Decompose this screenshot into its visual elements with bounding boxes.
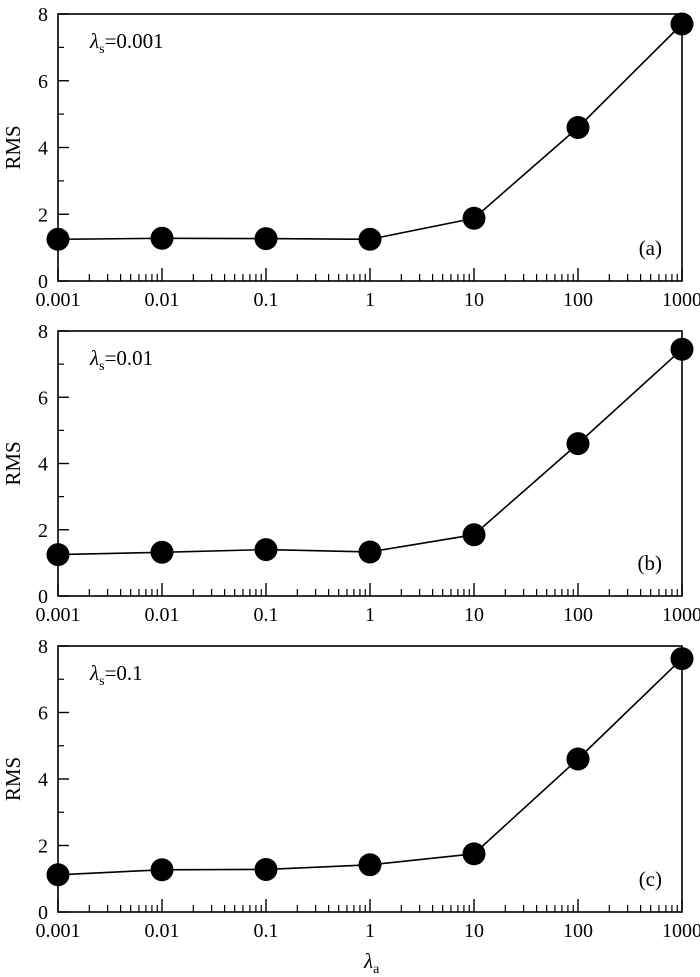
- x-tick-label: 0.01: [145, 920, 180, 942]
- x-tick-label: 10: [464, 604, 484, 626]
- series-line: [57, 348, 683, 556]
- data-point: [150, 226, 174, 250]
- x-tick-label: 0.001: [36, 289, 81, 311]
- param-subscript: s: [99, 359, 104, 374]
- y-tick-label: 4: [38, 769, 48, 791]
- x-tick-label: 1000: [662, 289, 700, 311]
- x-tick-label: 1: [365, 604, 375, 626]
- data-point: [566, 747, 590, 771]
- panel-tag: (a): [639, 236, 662, 260]
- data-point: [670, 647, 694, 671]
- param-value: =0.01: [105, 346, 154, 370]
- x-tick-label: 0.1: [254, 289, 279, 311]
- data-point: [566, 432, 590, 456]
- chart-panel-b: 0.001 0.01 0.1 1 10 100 1000 0 2 4 6 8 RMS λs=0.01 (b): [1, 321, 700, 626]
- param-value: =0.001: [105, 29, 164, 53]
- y-tick-label: 4: [38, 454, 48, 476]
- data-point: [462, 842, 486, 866]
- data-point: [670, 337, 694, 361]
- data-point: [46, 863, 70, 887]
- x-tick-label: 100: [563, 289, 593, 311]
- y-tick-label: 0: [38, 902, 48, 924]
- data-point: [462, 523, 486, 547]
- chart-panel-a: 0.001 0.01 0.1 1 10 100 1000 0 2 4 6 8 RMS λs=0.001 (a…: [1, 4, 700, 311]
- param-symbol: λ: [89, 661, 99, 685]
- x-tick-label: 0.001: [36, 920, 81, 942]
- x-tick-label: 1000: [662, 920, 700, 942]
- data-point: [150, 858, 174, 882]
- series-line: [57, 658, 683, 876]
- data-point: [462, 206, 486, 230]
- x-tick-label: 1: [365, 920, 375, 942]
- data-point: [566, 115, 590, 139]
- x-tick-label: 0.001: [36, 604, 81, 626]
- y-tick-label: 0: [38, 586, 48, 608]
- data-point: [254, 538, 278, 562]
- x-tick-label: 100: [563, 604, 593, 626]
- y-tick-label: 2: [38, 204, 48, 226]
- param-symbol: λ: [89, 346, 99, 370]
- y-tick-label: 8: [38, 4, 48, 26]
- param-symbol: λ: [89, 29, 99, 53]
- x-tick-label: 0.1: [254, 920, 279, 942]
- y-axis-title: RMS: [1, 441, 25, 485]
- panel-tag: (c): [639, 867, 662, 891]
- y-tick-label: 2: [38, 520, 48, 542]
- parameter-label: λs=0.01: [89, 346, 153, 374]
- data-point: [358, 853, 382, 877]
- x-tick-label: 10: [464, 920, 484, 942]
- data-point: [46, 543, 70, 567]
- chart-panel-c: 0.001 0.01 0.1 1 10 100 100002468RMSλs=0.1(c)λ…: [1, 636, 700, 977]
- y-tick-label: 6: [38, 387, 48, 409]
- data-point: [358, 540, 382, 564]
- x-tick-label: 0.01: [145, 604, 180, 626]
- x-tick-label: 100: [563, 920, 593, 942]
- y-tick-label: 8: [38, 636, 48, 658]
- data-point: [254, 857, 278, 881]
- x-title-symbol: λ: [363, 949, 373, 973]
- y-tick-label: 6: [38, 703, 48, 725]
- param-subscript: s: [99, 674, 104, 689]
- data-point: [670, 12, 694, 36]
- data-point: [46, 227, 70, 251]
- data-point: [358, 227, 382, 251]
- x-tick-label: 0.01: [145, 289, 180, 311]
- param-subscript: s: [99, 42, 104, 57]
- x-tick-label: 0.1: [254, 604, 279, 626]
- y-axis-title: RMS: [1, 125, 25, 169]
- parameter-label: λs=0.1: [89, 661, 143, 689]
- y-tick-label: 8: [38, 321, 48, 343]
- y-tick-label: 6: [38, 71, 48, 93]
- param-value: =0.1: [105, 661, 143, 685]
- x-title-subscript: a: [373, 962, 380, 977]
- panel-tag: (b): [638, 551, 663, 575]
- parameter-label: λs=0.001: [89, 29, 164, 57]
- x-tick-label: 1: [365, 289, 375, 311]
- data-point: [254, 227, 278, 251]
- y-axis-title: RMS: [1, 757, 25, 801]
- x-axis-title: λa: [363, 949, 380, 977]
- data-point: [150, 540, 174, 564]
- x-tick-label: 10: [464, 289, 484, 311]
- y-tick-label: 2: [38, 836, 48, 858]
- y-tick-label: 0: [38, 271, 48, 293]
- x-tick-label: 1000: [662, 604, 700, 626]
- y-tick-label: 4: [38, 138, 48, 160]
